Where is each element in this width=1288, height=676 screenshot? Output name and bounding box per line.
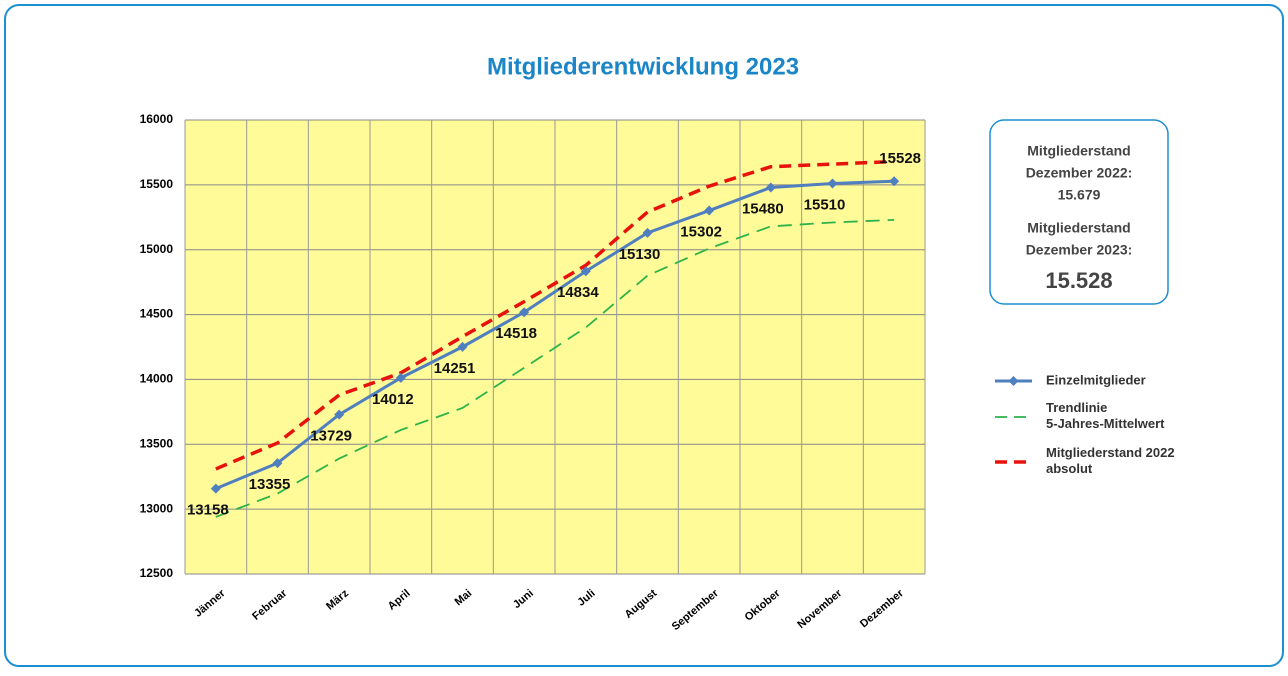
y-tick-label: 13500 — [140, 436, 174, 450]
point-marker — [519, 307, 530, 318]
legend-label: Trendlinie 5-Jahres-Mittelwert — [1046, 400, 1165, 431]
legend-label: Mitgliederstand 2022 absolut — [1046, 445, 1175, 476]
data-label: 13158 — [187, 502, 229, 519]
point-marker — [642, 227, 653, 238]
y-tick-label: 12500 — [140, 566, 174, 580]
point-marker — [889, 176, 900, 187]
y-tick-label: 14000 — [140, 372, 174, 386]
legend-marker — [1008, 376, 1019, 386]
series-line — [215, 179, 895, 491]
data-label: 13729 — [310, 428, 352, 445]
data-label: 15480 — [742, 200, 784, 217]
point-marker — [457, 341, 468, 352]
data-label: 15510 — [804, 197, 846, 214]
y-tick-label: 14500 — [140, 307, 174, 321]
chart-title: Mitgliederentwicklung 2023 — [487, 53, 799, 80]
info-text: Mitgliederstand — [1027, 220, 1130, 236]
point-marker — [272, 458, 283, 469]
info-text: 15.679 — [1058, 187, 1101, 203]
data-label: 15528 — [879, 150, 921, 167]
data-label: 15302 — [680, 224, 722, 241]
data-label: 15130 — [619, 246, 661, 263]
data-label: 14012 — [372, 391, 414, 408]
point-marker — [334, 409, 345, 420]
info-box — [989, 119, 1169, 305]
info-text: Dezember 2022: — [1026, 165, 1133, 181]
info-text: Dezember 2023: — [1026, 242, 1133, 258]
point-marker — [827, 178, 838, 189]
point-marker — [704, 205, 715, 216]
y-tick-label: 16000 — [140, 112, 174, 126]
point-marker — [395, 372, 406, 383]
data-label: 13355 — [249, 476, 291, 493]
point-marker — [580, 266, 591, 277]
info-text: Mitgliederstand — [1027, 143, 1130, 159]
legend-label: Einzelmitglieder — [1046, 372, 1146, 387]
data-label: 14518 — [495, 325, 537, 342]
y-tick-label: 15000 — [140, 242, 174, 256]
data-label: 14251 — [434, 360, 476, 377]
point-marker — [765, 182, 776, 193]
info-value: 15.528 — [1045, 268, 1112, 293]
series-line — [215, 218, 895, 518]
series-line — [215, 159, 895, 471]
y-tick-label: 13000 — [140, 501, 174, 515]
point-marker — [210, 483, 221, 494]
data-label: 14834 — [557, 284, 599, 301]
y-tick-label: 15500 — [140, 177, 174, 191]
